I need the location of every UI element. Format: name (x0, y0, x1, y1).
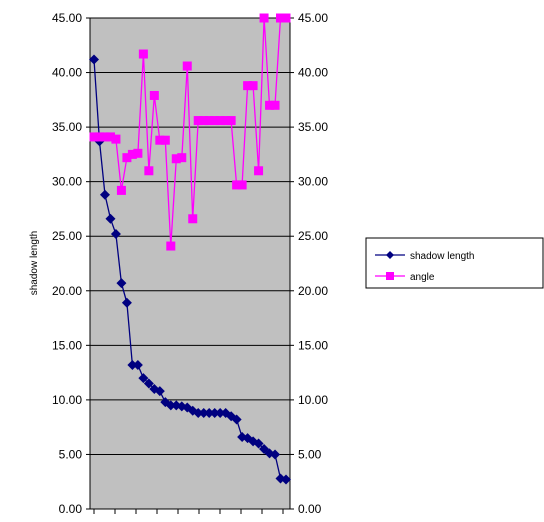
left-tick-label: 0.00 (59, 502, 83, 516)
right-tick-label: 40.00 (298, 66, 328, 80)
right-tick-label: 15.00 (298, 338, 328, 352)
data-point-shadow-length (193, 407, 204, 418)
left-tick-label: 40.00 (52, 66, 82, 80)
right-tick-label: 45.00 (298, 11, 328, 25)
data-point-angle (100, 132, 110, 142)
legend-box (365, 237, 544, 289)
data-point-shadow-length (281, 474, 291, 485)
data-point-angle (171, 154, 181, 164)
data-point-angle (210, 116, 220, 126)
left-tick-label: 15.00 (52, 338, 82, 352)
data-point-angle (281, 13, 291, 23)
data-point-angle (122, 153, 132, 163)
right-tick-label: 35.00 (298, 120, 328, 134)
series-layer (89, 13, 291, 485)
data-point-shadow-length (99, 189, 110, 200)
data-point-angle (94, 132, 104, 142)
series-line-angle (94, 17, 286, 247)
data-point-angle (204, 116, 214, 126)
right-tick-label: 0.00 (298, 502, 322, 516)
left-tick-label: 20.00 (52, 284, 82, 298)
data-point-shadow-length (270, 449, 281, 460)
data-point-shadow-length (198, 407, 209, 418)
left-tick-label: 25.00 (52, 229, 82, 243)
data-point-shadow-length (132, 359, 143, 370)
data-point-angle (248, 81, 258, 91)
right-axis-tick-labels: 0.00 5.00 10.00 15.00 20.00 25.00 30.00 35.00 40… (290, 11, 328, 516)
data-point-shadow-length (116, 278, 127, 289)
data-point-angle (254, 166, 264, 176)
data-point-angle (166, 241, 176, 251)
left-axis-tick-labels: 0.00 5.00 10.00 15.00 20.00 25.00 30.00 35.00 40… (52, 11, 90, 516)
y-axis-title: shadow length (29, 231, 40, 296)
data-point-angle (127, 149, 137, 159)
data-point-shadow-length (209, 407, 220, 418)
right-tick-label: 5.00 (298, 447, 322, 461)
x-axis-ticks (93, 509, 284, 514)
data-point-angle (138, 49, 148, 59)
data-point-angle (144, 166, 154, 176)
legend: shadow length angle (365, 237, 544, 289)
data-point-angle (89, 132, 99, 142)
data-point-angle (270, 100, 280, 110)
data-point-angle (221, 116, 231, 126)
plot-area (90, 18, 290, 509)
legend-label-shadow-length: shadow length (410, 251, 475, 262)
data-point-angle (188, 214, 198, 224)
data-point-angle (105, 132, 115, 142)
data-point-shadow-length (138, 373, 149, 384)
data-point-angle (199, 116, 209, 126)
right-tick-label: 10.00 (298, 393, 328, 407)
data-point-angle (226, 116, 236, 126)
left-tick-label: 30.00 (52, 175, 82, 189)
left-tick-label: 10.00 (52, 393, 82, 407)
right-tick-label: 30.00 (298, 175, 328, 189)
legend-marker-angle (386, 272, 394, 280)
data-point-angle (160, 135, 170, 145)
left-tick-label: 45.00 (52, 11, 82, 25)
data-point-shadow-length (231, 414, 242, 425)
data-point-shadow-length (143, 378, 154, 389)
legend-label-angle: angle (410, 272, 435, 283)
data-point-angle (215, 116, 225, 126)
data-point-angle (149, 90, 159, 100)
data-point-angle (116, 185, 126, 195)
data-point-shadow-length (215, 407, 226, 418)
right-tick-label: 25.00 (298, 229, 328, 243)
data-point-shadow-length (127, 359, 138, 370)
data-point-shadow-length (105, 213, 116, 224)
data-point-angle (155, 135, 165, 145)
data-point-shadow-length (204, 407, 215, 418)
data-point-angle (193, 116, 203, 126)
legend-marker-shadow-length (386, 251, 394, 259)
data-point-shadow-length (248, 436, 259, 447)
data-point-shadow-length (89, 54, 99, 65)
left-tick-label: 35.00 (52, 120, 82, 134)
series-angle (89, 13, 291, 251)
data-point-angle (259, 13, 269, 23)
data-point-shadow-length (121, 297, 132, 308)
data-point-angle (182, 61, 192, 71)
data-point-angle (265, 100, 275, 110)
data-point-angle (177, 153, 187, 163)
legend-item-shadow-length: shadow length (375, 251, 475, 262)
data-point-angle (243, 81, 253, 91)
legend-item-angle: angle (375, 272, 435, 283)
data-point-shadow-length (253, 438, 264, 449)
data-point-angle (232, 180, 242, 190)
data-point-shadow-length (165, 400, 176, 411)
data-point-angle (111, 134, 121, 144)
data-point-angle (237, 180, 247, 190)
data-point-shadow-length (110, 229, 121, 240)
data-point-angle (276, 13, 286, 23)
left-tick-label: 5.00 (59, 447, 83, 461)
data-point-angle (133, 148, 143, 158)
right-tick-label: 20.00 (298, 284, 328, 298)
data-point-shadow-length (154, 386, 165, 397)
